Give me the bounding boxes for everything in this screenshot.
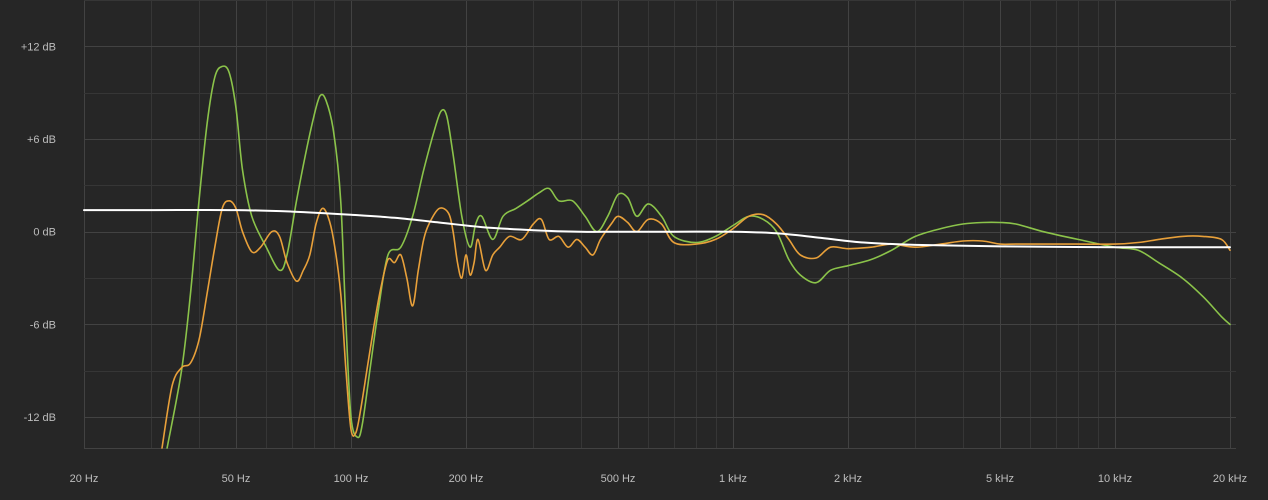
tick-labels: +12 dB +6 dB 0 dB -6 dB -12 dB 20 Hz 50 Hz 100 …: [21, 41, 1247, 485]
x-tick-label: 50 Hz: [222, 473, 251, 485]
x-tick-label: 100 Hz: [334, 473, 369, 485]
y-tick-label: -12 dB: [24, 412, 56, 424]
grid: [84, 0, 1236, 449]
x-tick-label: 1 kHz: [719, 473, 747, 485]
x-tick-label: 200 Hz: [449, 473, 484, 485]
green-response-line: [166, 65, 1231, 449]
y-tick-label: -6 dB: [30, 319, 56, 331]
y-tick-label: +6 dB: [27, 134, 56, 146]
x-tick-label: 500 Hz: [601, 473, 636, 485]
y-tick-label: +12 dB: [21, 41, 56, 53]
x-tick-label: 10 kHz: [1098, 473, 1132, 485]
x-tick-label: 5 kHz: [986, 473, 1014, 485]
x-tick-label: 20 kHz: [1213, 473, 1247, 485]
white-target-line: [83, 208, 1231, 249]
x-tick-label: 20 Hz: [70, 473, 99, 485]
series-group: [83, 65, 1231, 449]
x-tick-label: 2 kHz: [834, 473, 862, 485]
y-tick-label: 0 dB: [33, 227, 56, 239]
orange-response-line: [161, 200, 1231, 449]
